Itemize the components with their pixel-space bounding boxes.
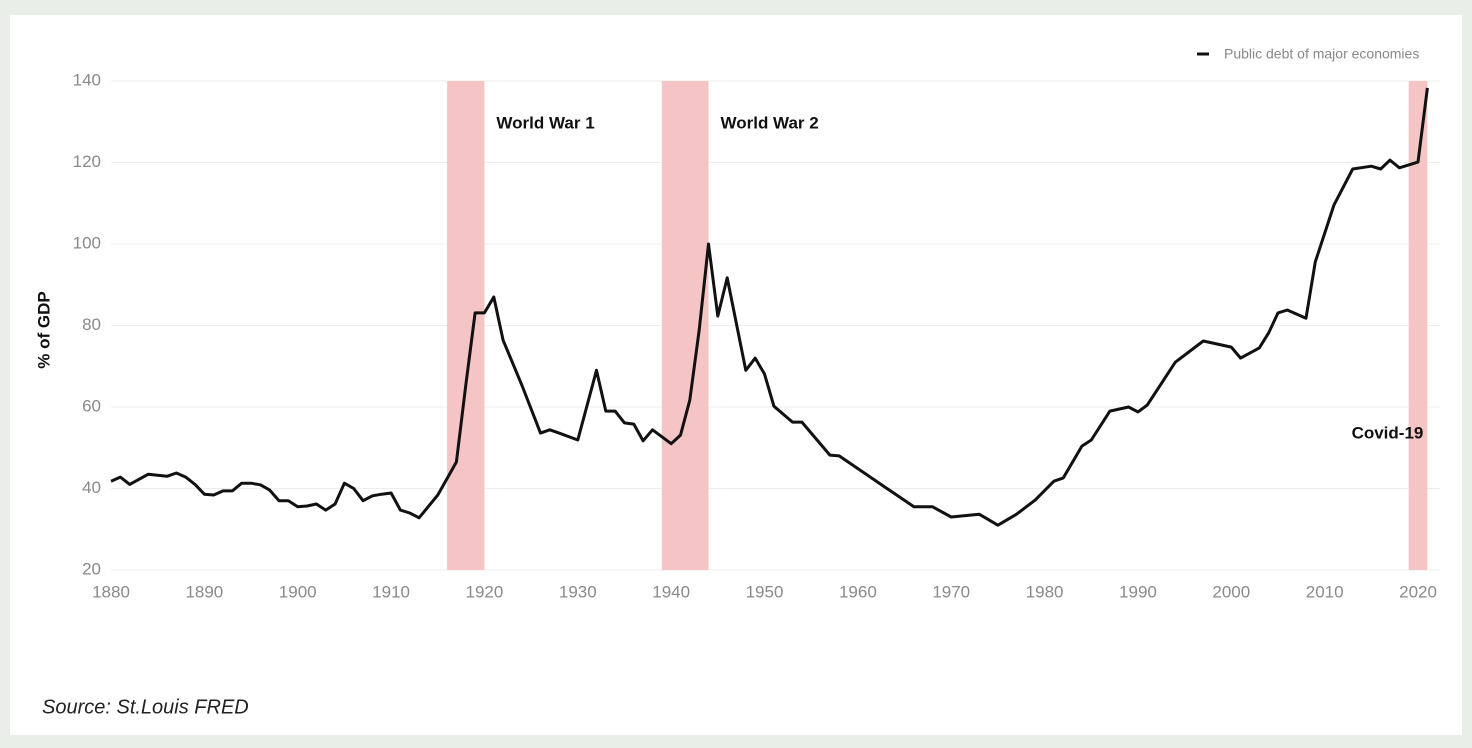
band-label: World War 2 xyxy=(720,113,818,132)
x-tick-label: 1930 xyxy=(559,582,597,601)
y-tick-label: 60 xyxy=(82,396,101,415)
legend-label: Public debt of major economies xyxy=(1224,46,1419,62)
band xyxy=(1408,81,1428,570)
y-tick-label: 40 xyxy=(82,478,101,497)
x-tick-label: 1980 xyxy=(1026,582,1064,601)
x-tick-label: 1920 xyxy=(466,582,504,601)
y-tick-label: 20 xyxy=(82,559,101,578)
source: Source: St.Louis FRED xyxy=(42,696,249,718)
x-tick-label: 2000 xyxy=(1212,582,1250,601)
band xyxy=(661,81,709,570)
x-tick-label: 2020 xyxy=(1399,582,1437,601)
x-tick-label: 2010 xyxy=(1306,582,1344,601)
x-tick-label: 1910 xyxy=(372,582,410,601)
band xyxy=(447,81,485,570)
x-tick-label: 1900 xyxy=(279,582,317,601)
y-tick-label: 80 xyxy=(82,315,101,334)
x-tick-label: 1950 xyxy=(746,582,784,601)
x-tick-label: 1970 xyxy=(932,582,970,601)
panel xyxy=(10,15,1462,735)
x-tick-label: 1880 xyxy=(92,582,130,601)
x-tick-label: 1960 xyxy=(839,582,877,601)
y-tick-label: 100 xyxy=(73,233,101,252)
y-tick-label: 120 xyxy=(73,152,101,171)
y-tick-label: 140 xyxy=(73,70,101,89)
x-tick-label: 1890 xyxy=(185,582,223,601)
x-tick-label: 1990 xyxy=(1119,582,1157,601)
y-axis-label: % of GDP xyxy=(34,291,53,368)
line xyxy=(110,87,1429,527)
band-label: Covid-19 xyxy=(1352,423,1424,442)
x-tick-label: 1940 xyxy=(652,582,690,601)
band-label: World War 1 xyxy=(496,113,594,132)
